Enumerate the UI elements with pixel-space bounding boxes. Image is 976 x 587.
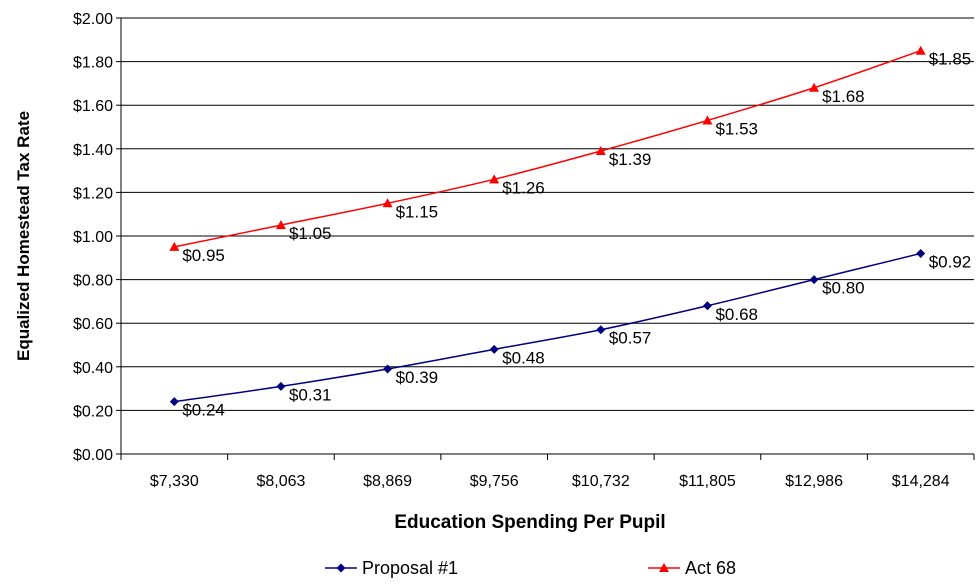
data-label-proposal1: $0.48 [502,348,545,367]
legend-marker [336,563,346,573]
y-tick-label: $1.20 [73,185,113,202]
x-tick-label: $12,986 [785,473,843,490]
x-tick-label: $10,732 [572,473,630,490]
legend-marker [659,563,669,572]
series-line-act68 [174,49,921,248]
y-tick-label: $0.60 [73,316,113,333]
data-label-proposal1: $0.24 [182,401,225,420]
legend-item-act68: Act 68 [648,558,736,578]
data-label-act68: $1.05 [289,224,332,243]
y-axis-title: Equalized Homestead Tax Rate [14,111,33,361]
legend: Proposal #1 Act 68 [325,558,736,578]
data-point-proposal1 [916,248,926,258]
data-label-act68: $1.26 [502,178,545,197]
y-tick-label: $1.00 [73,229,113,246]
data-point-act68 [382,198,393,208]
data-point-act68 [275,220,286,230]
y-tick-label: $0.00 [73,447,113,464]
data-point-proposal1 [169,397,179,407]
y-tick-label: $0.80 [73,273,113,290]
data-point-act68 [595,145,606,155]
x-tick-label: $9,756 [470,473,519,490]
gridlines [121,17,974,455]
data-label-proposal1: $0.92 [929,252,972,271]
data-label-proposal1: $0.31 [289,385,332,404]
data-point-act68 [809,82,820,92]
data-point-act68 [915,45,926,55]
data-point-act68 [169,241,180,251]
y-tick-label: $0.40 [73,360,113,377]
data-point-proposal1 [489,344,499,354]
x-tick-label: $11,805 [679,473,736,490]
data-label-act68: $0.95 [182,246,225,265]
legend-item-proposal1: Proposal #1 [325,558,458,578]
axes: $0.00 $0.20 $0.40 $0.60 $0.80 $1.00 $1.20 $1.40… [73,11,975,490]
x-tick-label: $8,869 [363,473,412,490]
x-tick-label: $8,063 [256,473,305,490]
data-point-proposal1 [809,275,819,285]
series-line-proposal1 [174,252,921,403]
x-axis-title: Education Spending Per Pupil [394,512,665,533]
data-labels: $0.24 $0.31 $0.39 $0.48 $0.57 $0.68 $0.80 $0.92… [182,50,971,420]
data-point-act68 [702,115,713,125]
data-label-proposal1: $0.80 [822,279,865,298]
y-tick-label: $1.80 [73,55,113,72]
data-point-proposal1 [383,364,393,374]
data-label-act68: $1.39 [609,150,652,169]
data-point-proposal1 [702,301,712,311]
data-point-proposal1 [596,325,606,335]
data-label-proposal1: $0.57 [609,329,652,348]
data-point-proposal1 [276,381,286,391]
y-tick-label: $0.20 [73,403,113,420]
x-tick-label: $14,284 [892,473,950,490]
y-tick-label: $2.00 [73,11,113,28]
legend-label: Proposal #1 [362,558,458,578]
x-tick-label: $7,330 [150,473,199,490]
data-label-act68: $1.15 [396,202,439,221]
y-tick-label: $1.60 [73,98,113,115]
data-label-act68: $1.85 [929,50,972,69]
legend-label: Act 68 [685,558,736,578]
y-tick-label: $1.40 [73,142,113,159]
series-group [169,45,926,407]
data-point-act68 [489,174,500,184]
data-label-proposal1: $0.68 [715,305,758,324]
data-label-act68: $1.53 [715,119,758,138]
data-label-act68: $1.68 [822,87,865,106]
data-label-proposal1: $0.39 [396,368,439,387]
